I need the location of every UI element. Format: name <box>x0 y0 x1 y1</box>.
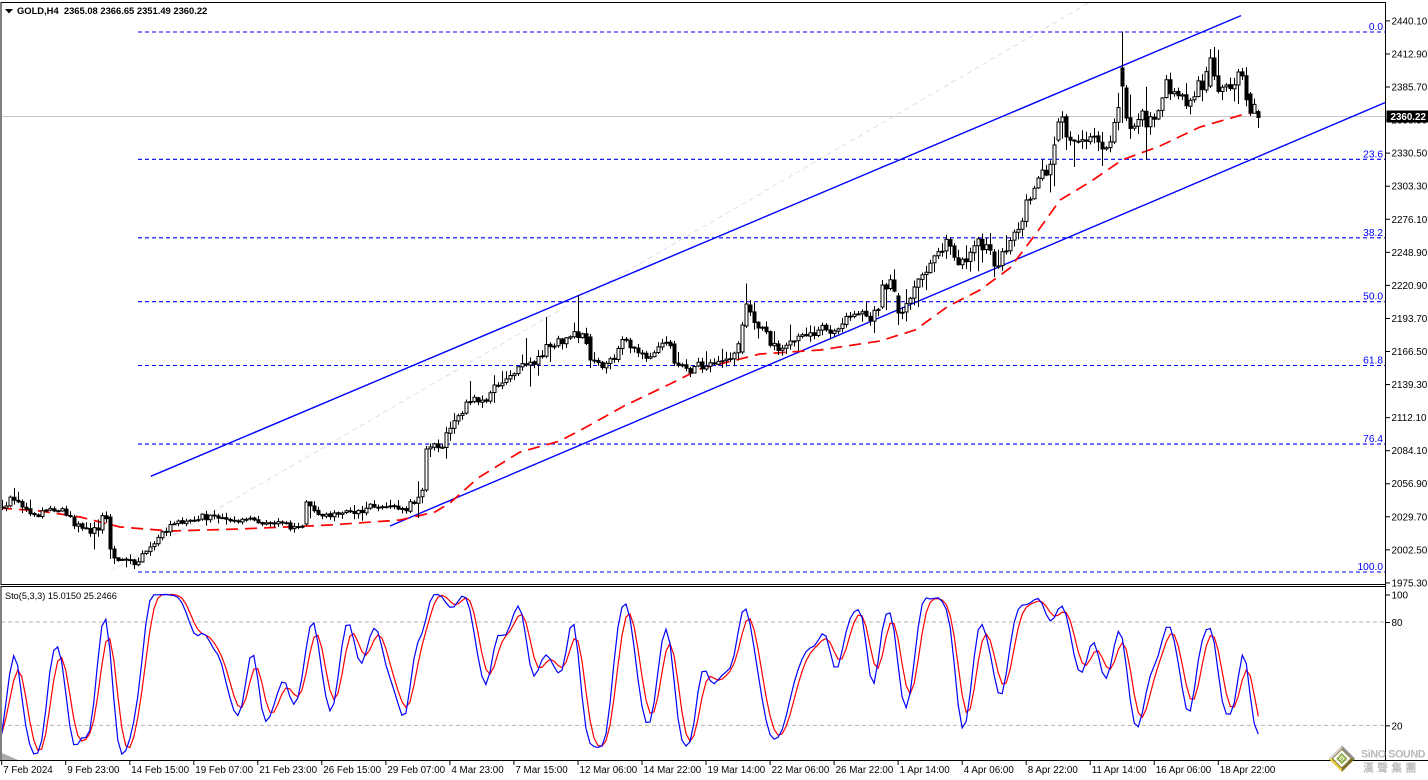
svg-text:2385.70: 2385.70 <box>1392 83 1428 94</box>
svg-text:21 Feb 23:00: 21 Feb 23:00 <box>259 765 317 776</box>
svg-text:2303.30: 2303.30 <box>1392 182 1428 193</box>
svg-text:19 Mar 14:00: 19 Mar 14:00 <box>708 765 766 776</box>
svg-text:2056.90: 2056.90 <box>1392 479 1428 490</box>
svg-text:2084.10: 2084.10 <box>1392 446 1428 457</box>
svg-text:8 Apr 22:00: 8 Apr 22:00 <box>1028 765 1079 776</box>
svg-text:Sto(5,3,3) 15.0150 25.2466: Sto(5,3,3) 15.0150 25.2466 <box>5 591 117 601</box>
svg-text:4 Apr 06:00: 4 Apr 06:00 <box>964 765 1015 776</box>
svg-text:23.6: 23.6 <box>1363 149 1383 160</box>
svg-text:9 Feb 23:00: 9 Feb 23:00 <box>67 765 120 776</box>
svg-text:26 Feb 15:00: 26 Feb 15:00 <box>323 765 381 776</box>
svg-text:1975.30: 1975.30 <box>1392 578 1428 589</box>
svg-text:20: 20 <box>1392 721 1403 732</box>
svg-text:11 Apr 14:00: 11 Apr 14:00 <box>1092 765 1147 776</box>
svg-text:GOLD,H4 2365.08 2366.65 2351.: GOLD,H4 2365.08 2366.65 2351.49 2360.22 <box>17 5 207 16</box>
svg-text:2002.50: 2002.50 <box>1392 545 1428 556</box>
svg-text:2139.30: 2139.30 <box>1392 380 1428 391</box>
svg-text:2193.70: 2193.70 <box>1392 314 1428 325</box>
svg-text:2248.90: 2248.90 <box>1392 248 1428 259</box>
svg-text:14 Mar 22:00: 14 Mar 22:00 <box>644 765 702 776</box>
svg-text:2112.10: 2112.10 <box>1392 413 1427 424</box>
svg-text:12 Mar 06:00: 12 Mar 06:00 <box>580 765 638 776</box>
svg-text:2360.22: 2360.22 <box>1391 112 1427 123</box>
svg-text:2220.90: 2220.90 <box>1392 281 1428 292</box>
svg-text:100: 100 <box>1392 590 1409 601</box>
svg-text:26 Mar 22:00: 26 Mar 22:00 <box>836 765 894 776</box>
svg-text:2330.50: 2330.50 <box>1392 149 1428 160</box>
svg-text:2166.50: 2166.50 <box>1392 347 1428 358</box>
svg-text:2276.10: 2276.10 <box>1392 215 1428 226</box>
svg-text:2029.70: 2029.70 <box>1392 512 1428 523</box>
svg-text:38.2: 38.2 <box>1363 228 1383 239</box>
svg-text:80: 80 <box>1392 618 1403 629</box>
svg-text:SiNO SOUND: SiNO SOUND <box>1361 749 1426 761</box>
svg-text:2440.10: 2440.10 <box>1392 16 1428 27</box>
svg-text:7 Mar 15:00: 7 Mar 15:00 <box>515 765 568 776</box>
svg-text:76.4: 76.4 <box>1363 434 1383 445</box>
svg-text:61.8: 61.8 <box>1363 356 1383 367</box>
svg-text:1 Apr 14:00: 1 Apr 14:00 <box>900 765 951 776</box>
svg-text:50.0: 50.0 <box>1363 292 1383 303</box>
svg-text:19 Feb 07:00: 19 Feb 07:00 <box>195 765 253 776</box>
svg-text:22 Mar 06:00: 22 Mar 06:00 <box>772 765 830 776</box>
svg-text:4 Mar 23:00: 4 Mar 23:00 <box>451 765 504 776</box>
svg-text:2412.90: 2412.90 <box>1392 49 1428 60</box>
svg-text:漢聲集團: 漢聲集團 <box>1363 762 1420 775</box>
svg-text:0.0: 0.0 <box>1369 22 1383 33</box>
svg-text:16 Apr 06:00: 16 Apr 06:00 <box>1156 765 1212 776</box>
svg-text:14 Feb 15:00: 14 Feb 15:00 <box>131 765 189 776</box>
svg-text:7 Feb 2024: 7 Feb 2024 <box>3 765 53 776</box>
svg-text:100.0: 100.0 <box>1358 562 1384 573</box>
svg-text:18 Apr 22:00: 18 Apr 22:00 <box>1220 765 1276 776</box>
svg-text:29 Feb 07:00: 29 Feb 07:00 <box>387 765 445 776</box>
